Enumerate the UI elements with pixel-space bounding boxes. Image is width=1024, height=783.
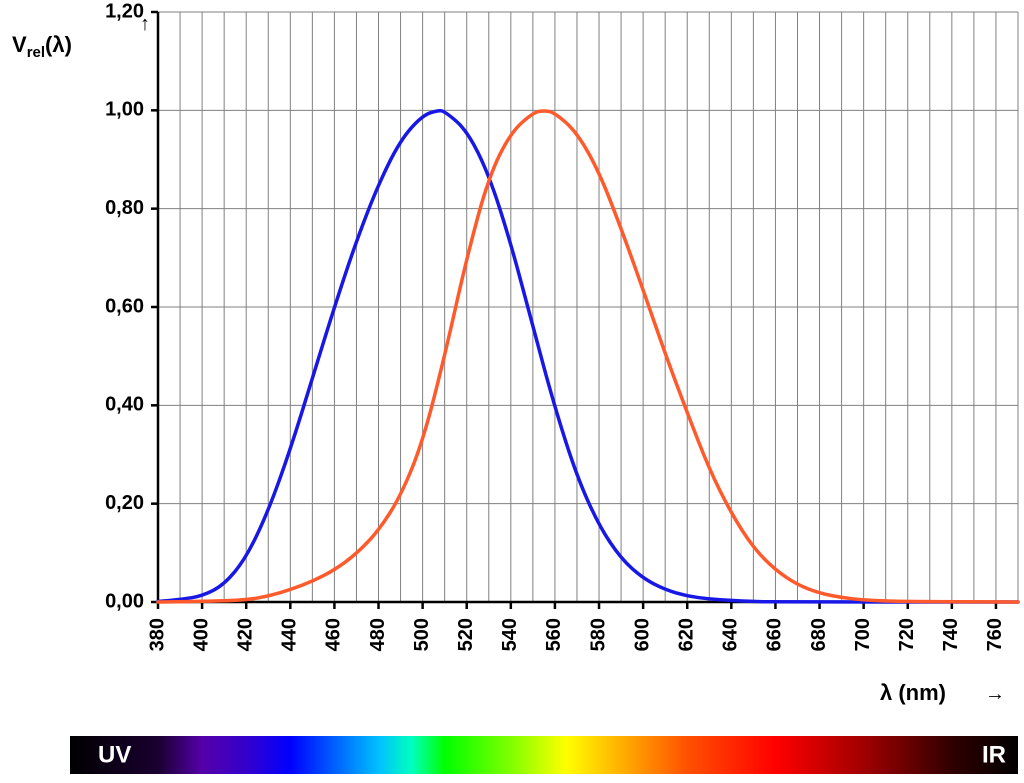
y-tick-label: 0,60 [105,295,144,317]
y-tick-label: 0,40 [105,394,144,416]
y-axis-title: Vrel(λ) [12,32,72,61]
y-tick-label: 1,00 [105,99,144,121]
x-tick-label: 400 [190,618,212,651]
y-tick-label: 0,20 [105,492,144,514]
x-tick-label: 500 [411,618,433,651]
y-tick-label: 0,80 [105,197,144,219]
spectrum-bar [70,736,1018,774]
y-tick-label: 0,00 [105,590,144,612]
x-axis-arrow: → [985,683,1005,705]
x-tick-label: 480 [367,618,389,651]
x-tick-label: 740 [940,618,962,651]
x-tick-label: 460 [323,618,345,651]
luminosity-chart: 0,00 0,20 0,40 0,60 0,80 1,00 1,20 380 400 420 440… [0,0,1024,783]
x-axis-title: λ (nm) [880,680,946,705]
x-tick-label: 380 [146,618,168,651]
x-tick-label: 620 [676,618,698,651]
x-tick-label: 600 [631,618,653,651]
y-tick-labels: 0,00 0,20 0,40 0,60 0,80 1,00 1,20 [105,0,158,612]
spectrum-ir-label: IR [982,741,1006,768]
x-tick-label: 520 [455,618,477,651]
x-tick-label: 540 [499,618,521,651]
x-tick-label: 700 [852,618,874,651]
x-tick-label: 440 [279,618,301,651]
x-tick-label: 420 [234,618,256,651]
x-tick-label: 580 [587,618,609,651]
x-tick-label: 660 [764,618,786,651]
x-tick-label: 720 [896,618,918,651]
x-tick-label: 560 [543,618,565,651]
x-tick-label: 680 [808,618,830,651]
y-axis-arrow: ↑ [140,13,150,35]
x-tick-label: 640 [720,618,742,651]
x-tick-label: 760 [984,618,1006,651]
y-tick-label: 1,20 [105,0,144,22]
spectrum-uv-label: UV [98,741,131,768]
x-tick-labels: 380 400 420 440 460 480 500 520 540 560 580 600 620 6… [146,602,1006,651]
